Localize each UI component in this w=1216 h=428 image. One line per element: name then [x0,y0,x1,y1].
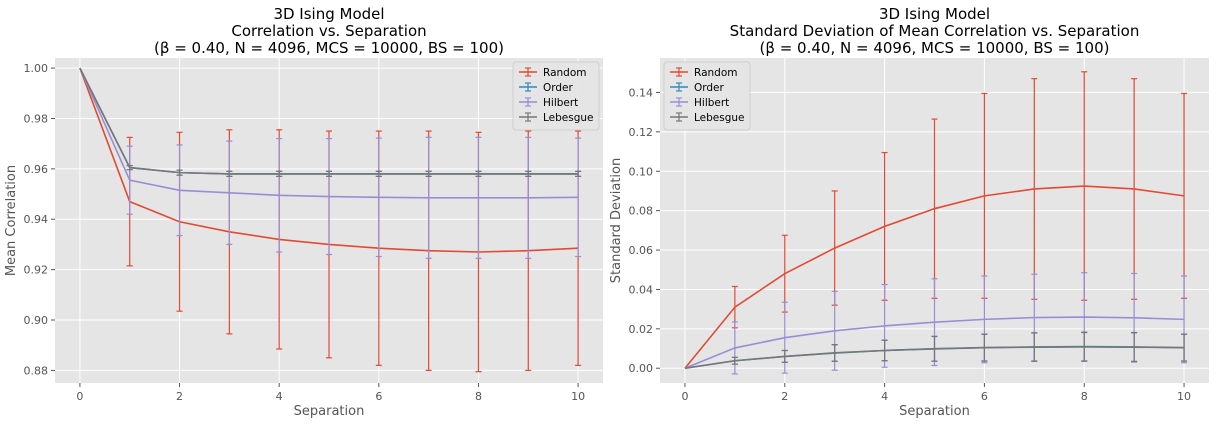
y-tick-label: 0.10 [629,165,654,178]
chart-title-line: Standard Deviation of Mean Correlation v… [730,22,1140,40]
y-tick-label: 0.92 [24,264,49,277]
chart-title-line: 3D Ising Model [879,5,990,23]
x-tick-label: 6 [375,390,382,403]
legend-label: Order [543,82,574,94]
y-tick-label: 1.00 [24,62,49,75]
legend: Random Order Hilbert Lebesgue [512,61,600,131]
y-axis-label: Mean Correlation [4,165,19,276]
legend-item-hilbert: Hilbert [670,97,729,109]
legend-label: Random [543,67,586,79]
legend-item-random: Random [670,67,737,79]
x-tick-label: 0 [681,390,688,403]
x-tick-label: 0 [76,390,83,403]
x-tick-label: 2 [781,390,788,403]
chart-title-line: (β = 0.40, N = 4096, MCS = 10000, BS = 1… [760,39,1110,57]
chart-panel-1: 0 2 4 6 8 10 0.88 0.90 0.92 0.94 0.96 0.98 1.00 3D Is… [4,5,603,419]
y-tick-label: 0.98 [24,112,49,125]
x-axis-label: Separation [899,404,970,419]
legend-item-hilbert: Hilbert [519,97,578,109]
y-tick-label: 0.02 [629,323,654,336]
y-tick-label: 0.08 [629,205,654,218]
series-lebesgue [79,67,582,178]
x-tick-label: 4 [881,390,888,403]
series-lebesgue [684,331,1188,370]
x-tick-label: 10 [571,390,585,403]
y-tick-label: 0.90 [24,314,49,327]
legend-label: Hilbert [543,97,578,109]
y-tick-label: 0.00 [629,362,654,375]
x-tick-label: 2 [176,390,183,403]
series-random [684,71,1188,369]
legend-box [663,61,751,131]
chart-title-line: (β = 0.40, N = 4096, MCS = 10000, BS = 1… [154,39,504,57]
y-tick-label: 0.14 [629,86,654,99]
y-tick-label: 0.04 [629,283,654,296]
x-axis-label: Separation [294,404,365,419]
legend-item-order: Order [519,82,574,94]
y-tick-label: 0.96 [24,163,49,176]
y-tick-label: 0.88 [24,364,49,377]
legend-item-order: Order [670,82,725,94]
x-tick-label: 10 [1177,390,1191,403]
y-tick-label: 0.12 [629,126,654,139]
legend-label: Hilbert [694,97,729,109]
x-tick-label: 6 [981,390,988,403]
chart-panel-2: 0 2 4 6 8 10 0.00 0.02 0.04 0.06 0.08 0.10 0.12 0.14 3… [609,5,1209,419]
y-tick-label: 0.06 [629,244,654,257]
x-tick-label: 4 [276,390,283,403]
y-tick-label: 0.94 [24,213,49,226]
chart-title-line: 3D Ising Model [273,5,384,23]
legend-label: Order [694,82,725,94]
x-tick-label: 8 [1081,390,1088,403]
x-tick-label: 8 [475,390,482,403]
legend: Random Order Hilbert Lebesgue [663,61,751,131]
legend-label: Random [694,67,737,79]
legend-label: Lebesgue [694,112,745,124]
chart-title-line: Correlation vs. Separation [231,22,426,40]
legend-box [512,61,600,131]
legend-item-random: Random [519,67,586,79]
legend-item-lebesgue: Lebesgue [670,112,745,124]
legend-item-lebesgue: Lebesgue [519,112,594,124]
legend-label: Lebesgue [543,112,594,124]
series-hilbert [79,67,582,259]
y-axis-label: Standard Deviation [609,158,624,283]
